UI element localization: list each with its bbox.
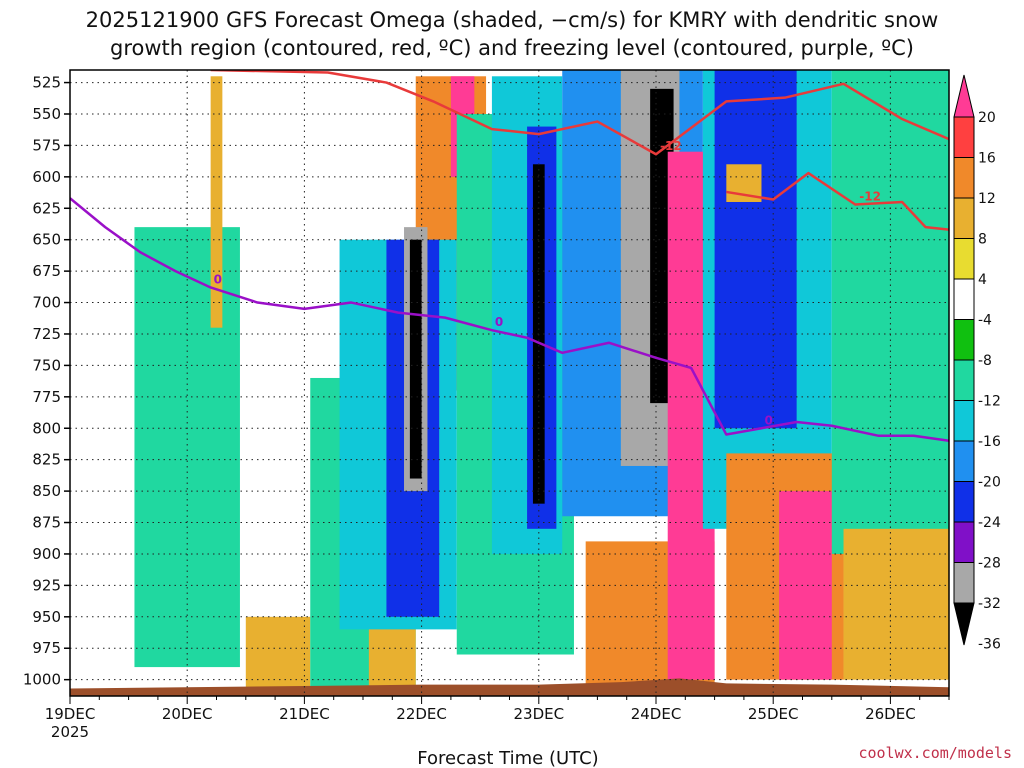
y-tick-label-600: 600: [32, 168, 61, 186]
dgz-contour-0: [210, 70, 949, 156]
y-tick-label-800: 800: [32, 419, 61, 437]
omega-shading: [134, 70, 949, 695]
credit-text: coolwx.com/models: [858, 744, 1012, 762]
freezing-level-label-0: 0: [214, 272, 222, 286]
colorbar-label-11: -28: [978, 556, 1001, 572]
y-tick-label-950: 950: [32, 608, 61, 626]
colorbar-label-7: -12: [978, 394, 1001, 410]
x-tick-label-23DEC: 23DEC: [514, 705, 565, 723]
omega-region-0: [134, 227, 240, 668]
colorbar-swatch-6: [953, 319, 975, 361]
dgz-contour-1: [726, 171, 949, 231]
colorbar-swatch-12: [953, 562, 975, 604]
colorbar-label-8: -16: [978, 434, 1001, 450]
y-tick-label-550: 550: [32, 105, 61, 123]
colorbar-label-6: -8: [978, 353, 992, 369]
colorbar-swatch-4: [953, 238, 975, 280]
colorbar-label-5: -4: [978, 313, 992, 329]
contour-lines: -12 -12 0 0 0: [70, 70, 949, 443]
colorbar-label-3: 8: [978, 232, 987, 248]
pressure-axis: 525 550 575 600 625 650 675 700 725 750 775 800 825 8…: [23, 74, 70, 689]
x-axis-label: Forecast Time (UTC): [417, 748, 598, 768]
y-tick-label-650: 650: [32, 231, 61, 249]
gridlines: [69, 70, 949, 696]
y-tick-label-625: 625: [32, 199, 61, 217]
x-tick-label-20DEC: 20DEC: [162, 705, 213, 723]
colorbar-swatch-10: [953, 481, 975, 523]
freezing-level-label-1: 0: [495, 315, 503, 329]
omega-region-25: [831, 70, 949, 554]
colorbar-swatch-7: [953, 359, 975, 401]
x-tick-label-22DEC: 22DEC: [396, 705, 447, 723]
omega-region-21: [714, 70, 797, 429]
y-tick-label-575: 575: [32, 136, 61, 154]
chart-title-line-1: 2025121900 GFS Forecast Omega (shaded, −…: [86, 8, 939, 32]
colorbar-label-2: 12: [978, 191, 996, 207]
colorbar-swatch-1: [953, 116, 975, 158]
y-tick-label-725: 725: [32, 325, 61, 343]
y-tick-label-975: 975: [32, 639, 61, 657]
omega-region-2: [245, 616, 311, 695]
x-tick-label-26DEC: 26DEC: [865, 705, 916, 723]
omega-region-1: [210, 76, 223, 328]
colorbar-label-9: -20: [978, 475, 1001, 491]
chart-title: 2025121900 GFS Forecast Omega (shaded, −…: [86, 8, 939, 60]
y-tick-label-850: 850: [32, 482, 61, 500]
y-tick-label-675: 675: [32, 262, 61, 280]
dgz-contour-label-1: -12: [859, 190, 881, 204]
freezing-level-label-2: 0: [764, 413, 772, 427]
x-tick-label-21DEC: 21DEC: [279, 705, 330, 723]
dgz-contour-label-0: -12: [660, 139, 682, 153]
colorbar-swatch-8: [953, 400, 975, 442]
colorbar-swatch-9: [953, 440, 975, 482]
colorbar-label-10: -24: [978, 515, 1001, 531]
colorbar-swatch-11: [953, 521, 975, 563]
y-tick-label-875: 875: [32, 514, 61, 532]
colorbar-label-0: 20: [978, 110, 996, 126]
y-tick-label-925: 925: [32, 576, 61, 594]
colorbar-swatch-3: [953, 197, 975, 239]
x-tick-label-19DEC: 19DEC: [45, 705, 96, 723]
colorbar-label-12: -32: [978, 596, 1001, 612]
omega-region-10: [409, 239, 422, 479]
colorbar: 20 16 12 8 4 -4 -8 -12 -16 -20 -24 -28 -32 -36: [953, 74, 1001, 653]
y-tick-label-750: 750: [32, 356, 61, 374]
y-tick-label-775: 775: [32, 388, 61, 406]
y-tick-label-825: 825: [32, 451, 61, 469]
chart-title-line-2: growth region (contoured, red, ºC) and f…: [110, 36, 914, 60]
x-tick-label-24DEC: 24DEC: [631, 705, 682, 723]
colorbar-swatch-2: [953, 157, 975, 199]
omega-region-26: [843, 528, 949, 680]
x-tick-year: 2025: [51, 723, 89, 741]
y-tick-label-900: 900: [32, 545, 61, 563]
colorbar-swatch-5: [953, 278, 975, 320]
x-tick-label-25DEC: 25DEC: [748, 705, 799, 723]
terrain-fill: [70, 678, 949, 696]
y-tick-label-1000: 1000: [23, 671, 61, 689]
y-tick-label-700: 700: [32, 294, 61, 312]
colorbar-top-arrow: [953, 74, 975, 118]
omega-region-24: [779, 491, 832, 680]
y-tick-label-525: 525: [32, 74, 61, 92]
colorbar-label-4: 4: [978, 272, 987, 288]
colorbar-bottom-arrow: [953, 602, 975, 646]
freezing-level-contour: [70, 197, 949, 443]
colorbar-label-1: 16: [978, 151, 996, 167]
colorbar-label-13: -36: [978, 637, 1001, 653]
terrain-surface: [70, 678, 949, 696]
